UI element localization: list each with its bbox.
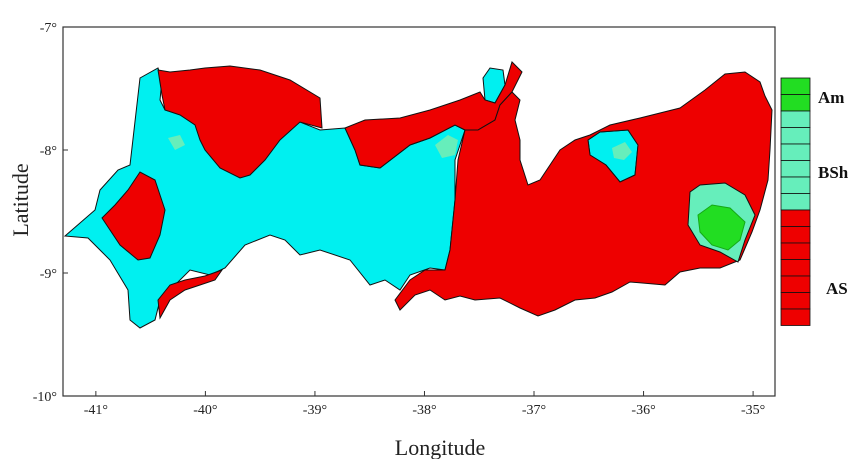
region-bsh-spot-2 — [612, 142, 632, 160]
region-am-east — [697, 204, 746, 251]
x-tick-label: -40° — [193, 403, 217, 418]
legend-cell-am — [780, 94, 811, 112]
legend-cell-as — [780, 275, 811, 293]
legend-cell-as — [780, 242, 811, 260]
y-axis-title: Latitude — [8, 163, 33, 236]
legend-cell-as — [780, 308, 811, 326]
legend-cell-bsh — [780, 127, 811, 145]
y-axis-ticks: -7° -8° -9° -10° — [33, 21, 68, 405]
legend-cell-bsh — [780, 193, 811, 211]
legend-color-bar — [780, 77, 811, 326]
legend-cell-bsh — [780, 160, 811, 178]
legend-cell-bsh — [780, 110, 811, 128]
region-red-northwest — [157, 65, 323, 179]
x-axis-ticks: -41° -40° -39° -38° -37° -36° -35° — [84, 391, 765, 418]
legend-cell-bsh — [780, 176, 811, 194]
region-red-east — [394, 71, 773, 317]
legend-label-am: Am — [818, 88, 844, 107]
legend-cell-as — [780, 226, 811, 244]
legend-cell-as — [780, 292, 811, 310]
region-red-west-enclave — [101, 171, 166, 261]
region-bsh-spot-3 — [168, 135, 185, 150]
x-tick-label: -36° — [631, 403, 655, 418]
x-tick-label: -38° — [412, 403, 436, 418]
x-tick-label: -41° — [84, 403, 108, 418]
legend-cell-as — [780, 209, 811, 227]
y-tick-label: -10° — [33, 390, 57, 405]
x-tick-label: -37° — [522, 403, 546, 418]
legend-cell-bsh — [780, 143, 811, 161]
legend-cell-am — [780, 77, 811, 95]
y-tick-label: -7° — [40, 21, 57, 36]
legend-label-bsh: BSh — [818, 163, 849, 182]
y-tick-label: -8° — [40, 144, 57, 159]
legend-label-as: AS — [826, 279, 848, 298]
x-axis-title: Longitude — [395, 435, 485, 459]
region-bsh-spot-1 — [435, 135, 458, 158]
legend-cell-as — [780, 259, 811, 277]
y-tick-label: -9° — [40, 267, 57, 282]
region-red-southwest — [157, 269, 224, 320]
x-tick-label: -35° — [741, 403, 765, 418]
x-tick-label: -39° — [303, 403, 327, 418]
